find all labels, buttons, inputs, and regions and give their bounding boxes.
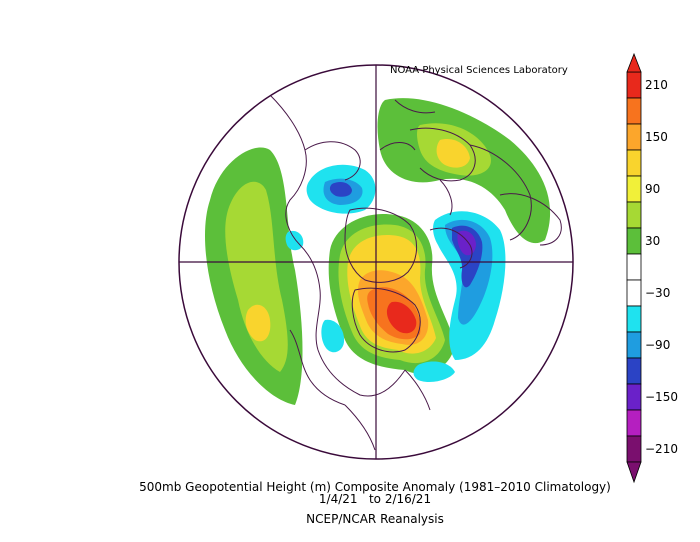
- colorbar-segment: [626, 435, 642, 463]
- map-frame: [178, 64, 574, 460]
- colorbar-segment: [626, 227, 642, 255]
- canada-trough-90: [329, 182, 352, 197]
- colorbar-tick-label: −90: [645, 338, 671, 352]
- pacific-trough-small: [321, 319, 345, 353]
- hudson-trough-small: [285, 230, 304, 251]
- colorbar-tick-label: 210: [645, 78, 668, 92]
- colorbar-segment: [626, 279, 642, 307]
- colorbar-tick-label: 90: [645, 182, 661, 196]
- coastlines: [269, 94, 562, 451]
- caption-source: NCEP/NCAR Reanalysis: [306, 512, 444, 526]
- colorbar-segment: [626, 331, 642, 359]
- arctic-ridge-210: [386, 301, 417, 334]
- credit-label: NOAA Physical Sciences Laboratory: [390, 65, 568, 76]
- colorbar-arrow-bottom: [626, 461, 642, 484]
- eurasia-ridge-90: [436, 139, 470, 168]
- colorbar-segment: [626, 97, 642, 125]
- colorbar-segment: [626, 409, 642, 437]
- colorbar-tick-label: 150: [645, 130, 668, 144]
- colorbar-tick-label: 30: [645, 234, 661, 248]
- colorbar-segment: [626, 71, 642, 99]
- colorbar-segment: [626, 383, 642, 411]
- anomaly-fill: [205, 98, 551, 405]
- caption-title: 500mb Geopotential Height (m) Composite …: [139, 480, 611, 494]
- colorbar-segment: [626, 305, 642, 333]
- colorbar-segment: [626, 175, 642, 203]
- colorbar-tick-label: −150: [645, 390, 678, 404]
- pacific-ridge-60: [225, 181, 288, 372]
- colorbar-tick-label: −30: [645, 286, 671, 300]
- caption-dates: 1/4/21 to 2/16/21: [318, 492, 432, 506]
- colorbar-segment: [626, 357, 642, 385]
- colorbar-segment: [626, 149, 642, 177]
- colorbar-arrow-top: [626, 52, 642, 73]
- colorbar: [626, 52, 642, 484]
- pacific-ridge-90: [245, 304, 271, 342]
- colorbar-segment: [626, 123, 642, 151]
- southeast-trough-small: [413, 361, 455, 383]
- colorbar-segment: [626, 253, 642, 281]
- colorbar-tick-label: −210: [645, 442, 678, 456]
- colorbar-segment: [626, 201, 642, 229]
